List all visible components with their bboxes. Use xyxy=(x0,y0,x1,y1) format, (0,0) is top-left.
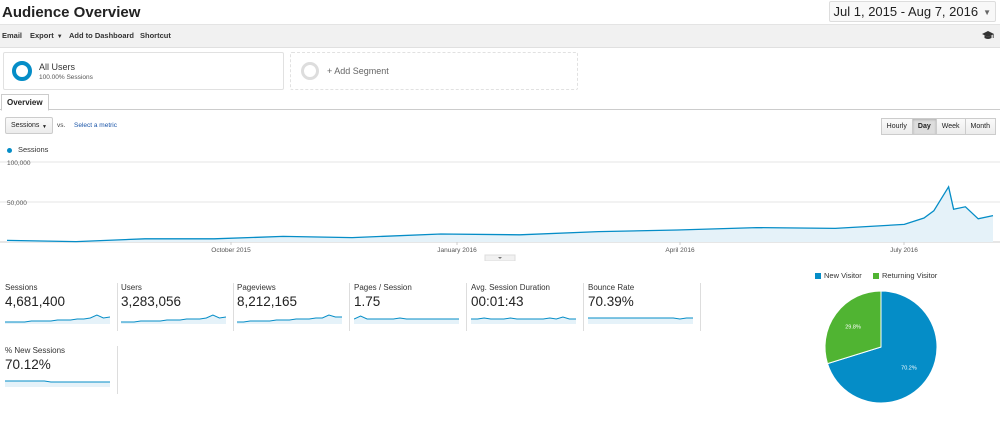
visitor-type-pie-chart: 70.2% 29.8% xyxy=(824,290,938,404)
graduation-cap-icon[interactable] xyxy=(982,30,994,42)
pie-legend-returning: Returning Visitor xyxy=(873,271,937,280)
segment-subtitle: 100.00% Sessions xyxy=(39,74,93,81)
x-tick-label: January 2016 xyxy=(437,247,477,254)
sessions-area-fill xyxy=(7,186,993,242)
metric-sparkline xyxy=(471,316,576,324)
empty-segment-ring-icon xyxy=(301,62,319,80)
email-button[interactable]: Email xyxy=(2,31,23,40)
metric-tile[interactable]: Pageviews 8,212,165 xyxy=(237,283,350,331)
metric-sparkline xyxy=(5,380,110,387)
page-title: Audience Overview xyxy=(2,4,141,21)
export-button[interactable]: Export ▼ xyxy=(30,31,63,40)
y-tick-label: 50,000 xyxy=(7,200,27,207)
vs-label: vs. xyxy=(57,122,66,129)
pie-slice-label: 29.8% xyxy=(845,324,861,330)
metric-tile[interactable]: Users 3,283,056 xyxy=(121,283,234,331)
legend-dot-icon xyxy=(7,147,12,153)
legend-square-icon xyxy=(815,273,821,280)
granularity-toggle: Hourly Day Week Month xyxy=(880,118,996,135)
metric-value: 70.12% xyxy=(5,357,51,372)
segment-all-users[interactable]: All Users 100.00% Sessions xyxy=(3,52,284,90)
chevron-down-icon: ▼ xyxy=(983,8,991,18)
add-segment-box[interactable]: + Add Segment xyxy=(290,52,578,90)
metric-value: 1.75 xyxy=(354,294,381,309)
metric-label: Users xyxy=(121,283,142,292)
metric-tile[interactable]: % New Sessions 70.12% xyxy=(5,346,118,394)
metric-tile[interactable]: Sessions 4,681,400 xyxy=(5,283,118,331)
metric-label: Pageviews xyxy=(237,283,276,292)
metric-sparkline xyxy=(237,314,342,324)
shortcut-button[interactable]: Shortcut xyxy=(140,31,171,40)
chart-legend: Sessions xyxy=(7,145,48,154)
granularity-month-button[interactable]: Month xyxy=(964,118,996,135)
metric-value: 4,681,400 xyxy=(5,294,66,309)
metric-value: 70.39% xyxy=(588,294,634,309)
export-label: Export xyxy=(30,31,54,40)
metric-sparkline xyxy=(5,314,110,324)
x-tick-label: October 2015 xyxy=(211,247,251,254)
pie-legend-returning-label: Returning Visitor xyxy=(882,271,938,280)
metric-value: 3,283,056 xyxy=(121,294,182,309)
metric-label: Pages / Session xyxy=(354,283,412,292)
chevron-down-icon xyxy=(498,257,502,259)
metric-tile[interactable]: Pages / Session 1.75 xyxy=(354,283,467,331)
pie-slice-returning[interactable] xyxy=(824,290,882,365)
sessions-line xyxy=(6,185,994,243)
segment-title: All Users xyxy=(39,62,76,72)
metric-sparkline xyxy=(354,315,459,324)
metric-label: Sessions xyxy=(5,283,38,292)
granularity-hourly-button[interactable]: Hourly xyxy=(880,118,913,135)
pie-slice-label: 70.2% xyxy=(901,366,917,372)
add-segment-link[interactable]: + Add Segment xyxy=(327,66,389,76)
metric-label: Bounce Rate xyxy=(588,283,635,292)
select-metric-link[interactable]: Select a metric xyxy=(74,122,117,129)
legend-sessions-label: Sessions xyxy=(18,145,49,154)
chevron-down-icon: ▼ xyxy=(42,124,47,130)
metric-value: 8,212,165 xyxy=(237,294,298,309)
x-tick-label: July 2016 xyxy=(890,247,918,254)
granularity-week-button[interactable]: Week xyxy=(935,118,966,135)
metric-selector-label: Sessions xyxy=(11,122,40,129)
metric-value: 00:01:43 xyxy=(471,294,524,309)
legend-square-icon xyxy=(873,273,879,280)
date-range-label: Jul 1, 2015 - Aug 7, 2016 xyxy=(833,4,979,19)
metric-label: Avg. Session Duration xyxy=(471,283,551,292)
metric-tile[interactable]: Avg. Session Duration 00:01:43 xyxy=(471,283,584,331)
segment-ring-icon xyxy=(12,61,32,81)
sessions-area-chart: 100,000 50,000 October 2015 January 2016 Apr… xyxy=(0,160,1000,261)
metric-label: % New Sessions xyxy=(5,346,66,355)
granularity-day-button[interactable]: Day xyxy=(911,118,937,135)
pie-legend-new: New Visitor xyxy=(815,271,862,280)
tab-bar: Overview xyxy=(0,93,1000,111)
y-tick-label: 100,000 xyxy=(7,160,31,167)
metric-sparkline xyxy=(588,317,693,324)
metric-selector[interactable]: Sessions ▼ xyxy=(5,117,53,134)
report-toolbar: Email Export ▼ Add to Dashboard Shortcut xyxy=(0,24,1000,48)
add-to-dashboard-button[interactable]: Add to Dashboard xyxy=(69,31,134,40)
chevron-down-icon: ▼ xyxy=(56,34,63,40)
pie-legend-new-label: New Visitor xyxy=(824,271,862,280)
pie-slice-new[interactable] xyxy=(826,290,938,404)
metric-tile[interactable]: Bounce Rate 70.39% xyxy=(588,283,701,331)
date-range-picker[interactable]: Jul 1, 2015 - Aug 7, 2016 ▼ xyxy=(828,1,996,22)
metric-sparkline xyxy=(121,314,226,324)
x-tick-label: April 2016 xyxy=(665,247,695,254)
tab-overview[interactable]: Overview xyxy=(1,94,49,111)
